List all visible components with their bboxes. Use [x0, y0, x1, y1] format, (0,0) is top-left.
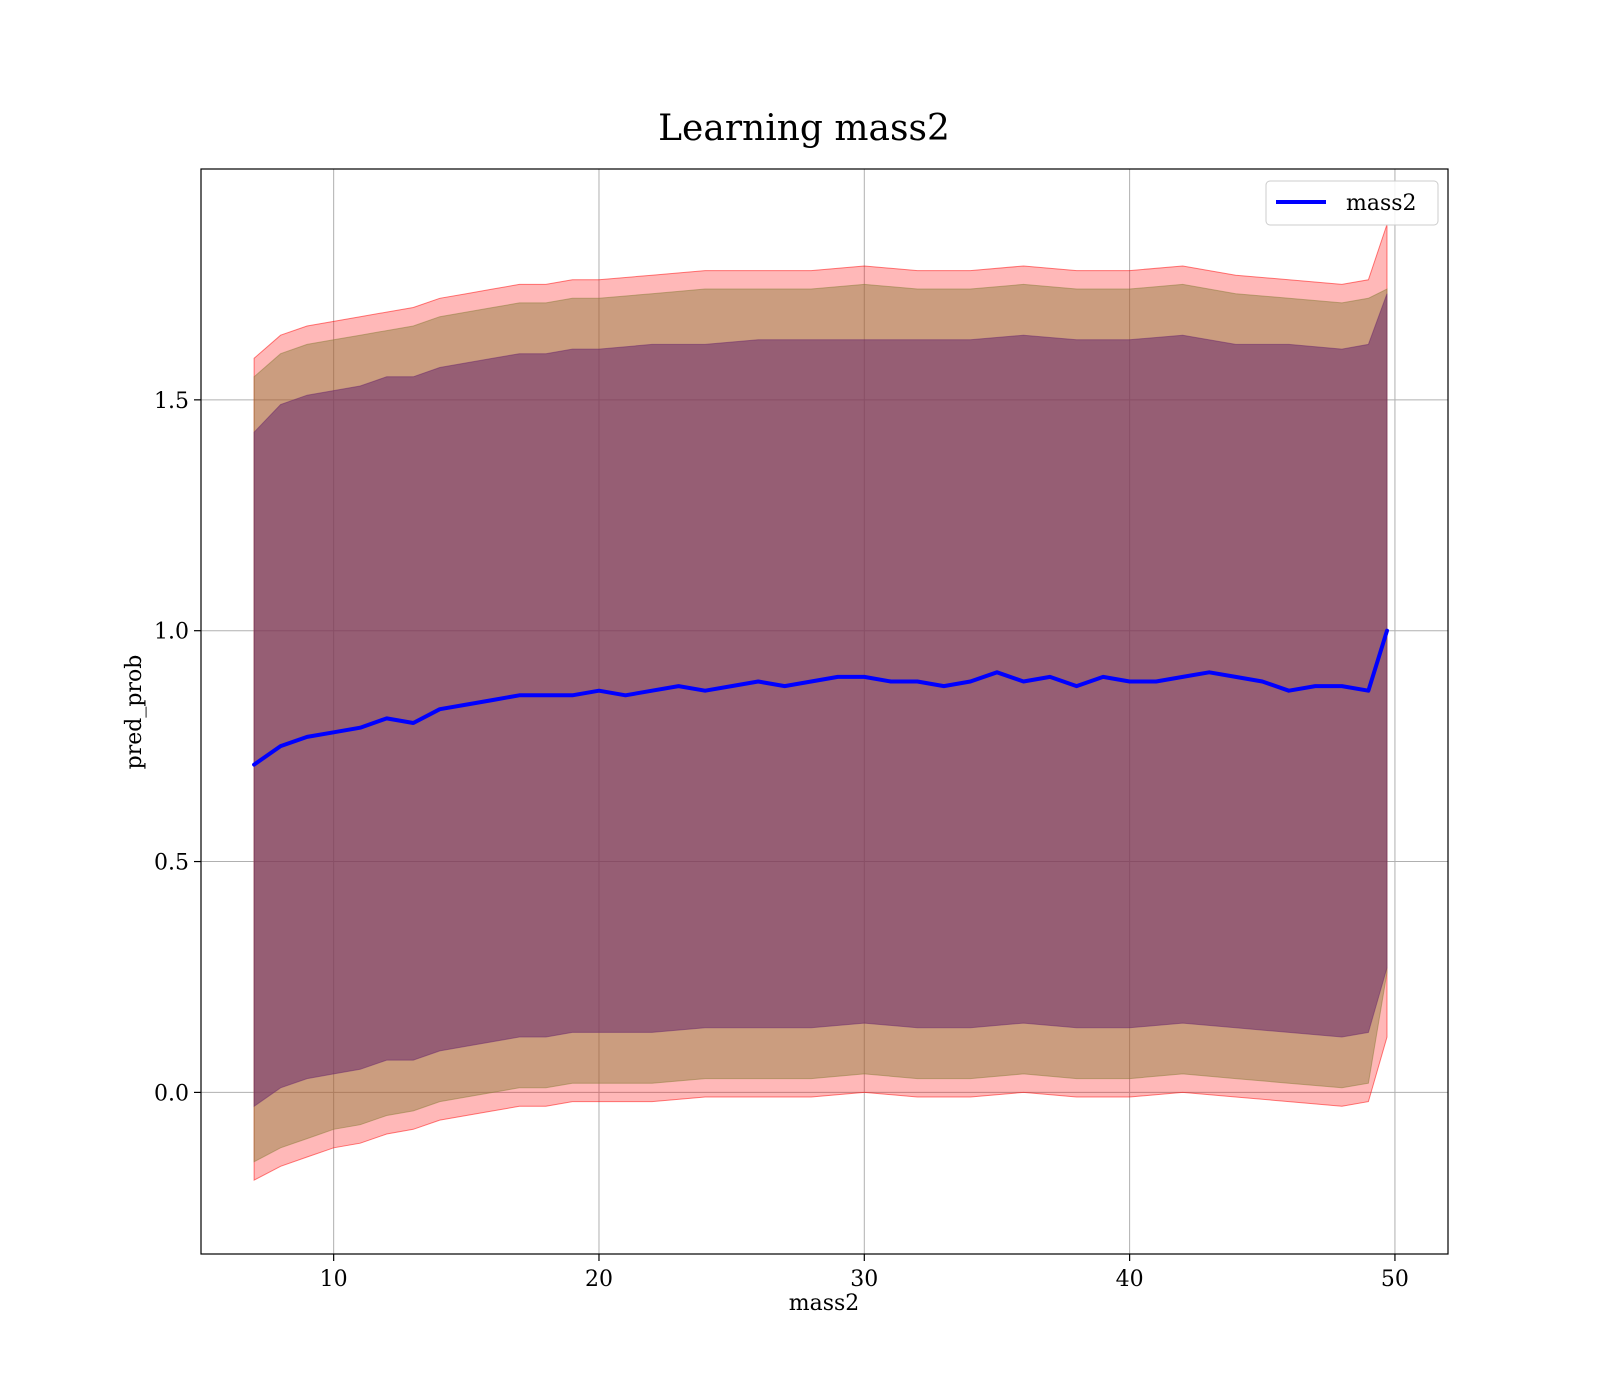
y-axis-ticks: 0.0 0.5 1.0 1.5 — [154, 389, 201, 1106]
series-line-mass2 — [252, 628, 1389, 767]
y-axis-label: pred_prob — [122, 655, 147, 770]
line-layer — [252, 628, 1389, 767]
band-layer — [253, 224, 1388, 1181]
legend-box — [1265, 180, 1439, 226]
y-tick-label-0: 0.0 — [154, 1081, 189, 1106]
y-tick-label-1: 0.5 — [154, 851, 189, 876]
x-tick-label-2: 30 — [850, 1267, 878, 1292]
x-tick-label-3: 40 — [1116, 1267, 1144, 1292]
chart-title: Learning mass2 — [658, 108, 950, 149]
y-tick-label-2: 1.0 — [154, 620, 189, 645]
x-tick-label-4: 50 — [1381, 1267, 1409, 1292]
legend-entry-label: mass2 — [1346, 191, 1417, 216]
y-tick-label-3: 1.5 — [154, 389, 189, 414]
x-tick-label-1: 20 — [585, 1267, 613, 1292]
x-tick-label-0: 10 — [320, 1267, 348, 1292]
plot-frame — [200, 168, 1449, 1255]
legend: mass2 — [1265, 180, 1439, 226]
x-axis-label: mass2 — [789, 1291, 860, 1316]
band-inner — [253, 293, 1388, 1108]
x-axis-ticks: 10 20 30 40 50 — [320, 1254, 1409, 1292]
